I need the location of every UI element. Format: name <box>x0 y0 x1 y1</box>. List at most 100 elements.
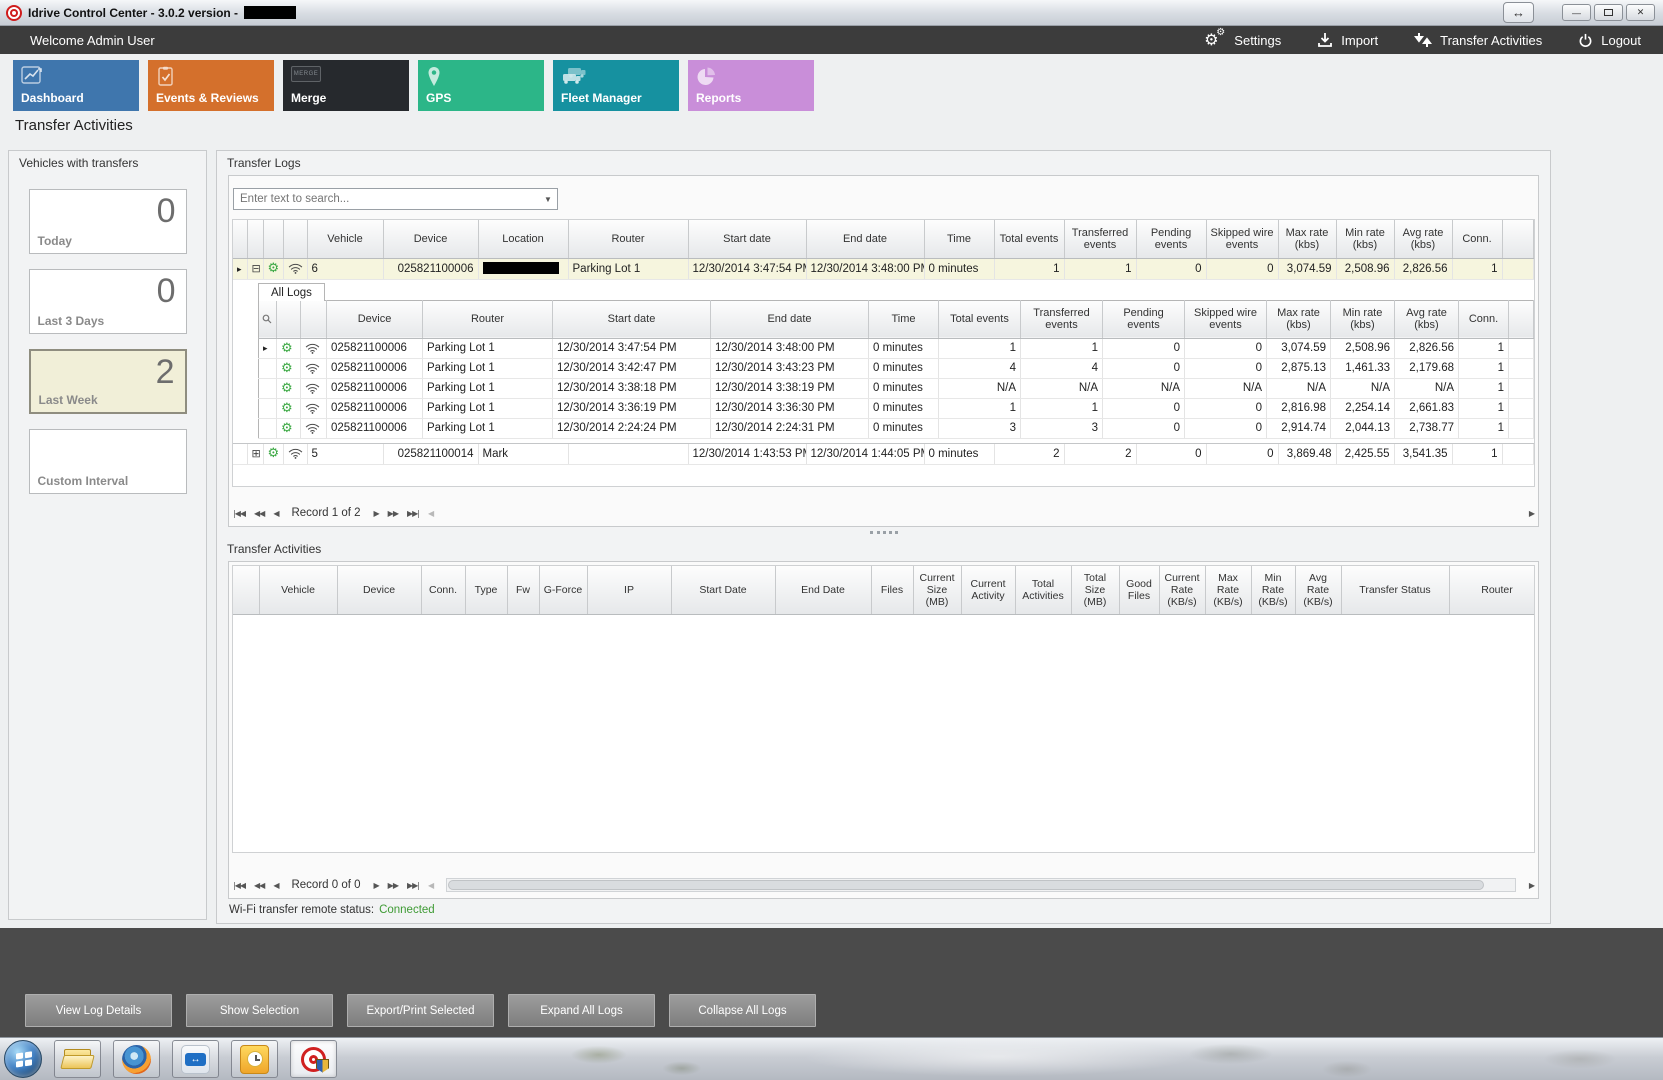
log-detail-row[interactable]: ⚙ 025821100006 Parking Lot 1 12/30/2014 … <box>258 418 1534 439</box>
scroll-right-button[interactable]: ▶ <box>1528 880 1535 890</box>
chevron-down-icon[interactable]: ▼ <box>544 194 552 204</box>
taskbar-file-explorer[interactable] <box>54 1040 101 1078</box>
column-header[interactable]: Router <box>422 300 553 339</box>
nav-next-button[interactable]: ▶ <box>373 880 380 890</box>
column-header[interactable]: Pending events <box>1136 220 1207 259</box>
search-combo[interactable]: ▼ <box>233 188 558 210</box>
column-header[interactable]: Time <box>868 300 939 339</box>
nav-prev-page-button[interactable]: ◀◀ <box>254 880 265 890</box>
interval-card[interactable]: 0 Last 3 Days <box>28 269 187 334</box>
log-detail-row[interactable]: ⚙ 025821100006 Parking Lot 1 12/30/2014 … <box>258 398 1534 419</box>
nav-next-button[interactable]: ▶ <box>373 508 380 518</box>
scroll-left-button[interactable]: ◀ <box>427 880 434 890</box>
column-header[interactable]: Fw <box>507 566 540 615</box>
log-master-row[interactable]: ⊞ ⚙ 5 025821100014 Mark 12/30/2014 1:43:… <box>233 443 1534 465</box>
footer-button[interactable]: Export/Print Selected <box>347 994 494 1027</box>
column-header[interactable]: Min Rate (KB/s) <box>1251 566 1296 615</box>
minimize-button[interactable]: — <box>1562 4 1591 21</box>
taskbar-firefox[interactable] <box>113 1040 160 1078</box>
search-input[interactable] <box>234 193 539 205</box>
column-header[interactable]: Transferred events <box>1020 300 1103 339</box>
column-header[interactable]: Max rate (kbs) <box>1278 220 1337 259</box>
column-header[interactable]: Pending events <box>1102 300 1185 339</box>
column-header[interactable]: Current Size (MB) <box>913 566 962 615</box>
interval-card[interactable]: 2 Last Week <box>28 349 187 414</box>
expand-box-icon[interactable]: ⊞ <box>251 447 261 460</box>
log-detail-row[interactable]: ▸ ⚙ 025821100006 Parking Lot 1 12/30/201… <box>258 338 1534 359</box>
column-header[interactable]: Avg Rate (KB/s) <box>1295 566 1342 615</box>
column-header[interactable]: Device <box>337 566 422 615</box>
scroll-right-button[interactable]: ▶ <box>1528 508 1535 518</box>
column-header[interactable]: Device <box>326 300 423 339</box>
column-header[interactable]: End Date <box>775 566 872 615</box>
scrollbar-thumb[interactable] <box>448 880 1484 890</box>
column-header[interactable]: Type <box>465 566 508 615</box>
nav-next-page-button[interactable]: ▶▶ <box>387 880 399 890</box>
tab-dashboard[interactable]: Dashboard <box>13 60 139 111</box>
column-header[interactable]: Avg rate (kbs) <box>1394 300 1459 339</box>
footer-button[interactable]: Expand All Logs <box>508 994 655 1027</box>
column-header[interactable]: Total Size (MB) <box>1071 566 1120 615</box>
column-header[interactable]: Min rate (kbs) <box>1336 220 1395 259</box>
logout-button[interactable]: Logout <box>1578 33 1641 48</box>
nav-prev-button[interactable]: ◀ <box>273 508 279 518</box>
tab-all-logs[interactable]: All Logs <box>258 282 325 301</box>
column-header[interactable]: Min rate (kbs) <box>1330 300 1395 339</box>
maximize-button[interactable] <box>1594 4 1623 21</box>
scroll-left-button[interactable]: ◀ <box>427 508 434 518</box>
tab-gps[interactable]: GPS <box>418 60 544 111</box>
column-header[interactable]: Files <box>871 566 914 615</box>
transfer-activities-button[interactable]: Transfer Activities <box>1414 31 1542 49</box>
collapse-box-icon[interactable]: ⊟ <box>251 262 261 275</box>
nav-prev-button[interactable]: ◀ <box>273 880 279 890</box>
column-header[interactable]: Vehicle <box>259 566 338 615</box>
column-header[interactable]: Max rate (kbs) <box>1266 300 1331 339</box>
column-header[interactable]: Start Date <box>671 566 776 615</box>
column-header[interactable]: Max Rate (KB/s) <box>1205 566 1252 615</box>
search-column-header[interactable] <box>258 300 277 339</box>
column-header[interactable]: G-Force <box>539 566 588 615</box>
splitter-handle[interactable] <box>217 527 1550 537</box>
interval-card[interactable]: Custom Interval <box>28 429 187 494</box>
tab-events-reviews[interactable]: Events & Reviews <box>148 60 274 111</box>
column-header[interactable]: Conn. <box>421 566 466 615</box>
column-header[interactable]: IP <box>587 566 672 615</box>
log-detail-row[interactable]: ⚙ 025821100006 Parking Lot 1 12/30/2014 … <box>258 358 1534 379</box>
nav-next-page-button[interactable]: ▶▶ <box>387 508 399 518</box>
taskbar-idrive-app[interactable] <box>290 1040 337 1078</box>
footer-button[interactable]: View Log Details <box>25 994 172 1027</box>
column-header[interactable]: Current Rate (KB/s) <box>1159 566 1206 615</box>
column-header[interactable]: Start date <box>552 300 711 339</box>
column-header[interactable]: Good Files <box>1119 566 1160 615</box>
log-detail-row[interactable]: ⚙ 025821100006 Parking Lot 1 12/30/2014 … <box>258 378 1534 399</box>
column-header[interactable]: Current Activity <box>961 566 1016 615</box>
nav-last-button[interactable]: ▶▶| <box>406 880 420 890</box>
start-button[interactable] <box>4 1040 42 1078</box>
column-header[interactable]: Total events <box>938 300 1021 339</box>
nav-first-button[interactable]: |◀◀ <box>233 508 246 518</box>
column-header[interactable]: Conn. <box>1452 220 1503 259</box>
column-header[interactable]: Conn. <box>1458 300 1509 339</box>
resize-button[interactable]: ↔ <box>1503 2 1534 23</box>
column-header[interactable]: Vehicle <box>307 220 384 259</box>
column-header[interactable]: Skipped wire events <box>1206 220 1279 259</box>
nav-prev-page-button[interactable]: ◀◀ <box>254 508 265 518</box>
import-button[interactable]: Import <box>1317 32 1378 48</box>
taskbar-outlook[interactable] <box>231 1040 278 1078</box>
horizontal-scrollbar[interactable] <box>446 878 1516 892</box>
nav-first-button[interactable]: |◀◀ <box>233 880 246 890</box>
column-header[interactable]: Avg rate (kbs) <box>1394 220 1453 259</box>
column-header[interactable]: Start date <box>688 220 807 259</box>
tab-fleet-manager[interactable]: Fleet Manager <box>553 60 679 111</box>
column-header[interactable]: Transferred events <box>1064 220 1137 259</box>
taskbar-teamviewer[interactable]: ↔ <box>172 1040 219 1078</box>
column-header[interactable]: Total events <box>994 220 1065 259</box>
column-header[interactable]: Total Activities <box>1015 566 1072 615</box>
log-master-row[interactable]: ▸ ⊟ ⚙ 6 025821100006 Parking Lot 1 12/30… <box>233 258 1534 280</box>
tab-merge[interactable]: MERGE Merge <box>283 60 409 111</box>
tab-reports[interactable]: Reports <box>688 60 814 111</box>
column-header[interactable]: Skipped wire events <box>1184 300 1267 339</box>
column-header[interactable]: End date <box>806 220 925 259</box>
column-header[interactable]: Transfer Status <box>1341 566 1450 615</box>
settings-button[interactable]: ⚙ ⚙ Settings <box>1204 27 1282 49</box>
